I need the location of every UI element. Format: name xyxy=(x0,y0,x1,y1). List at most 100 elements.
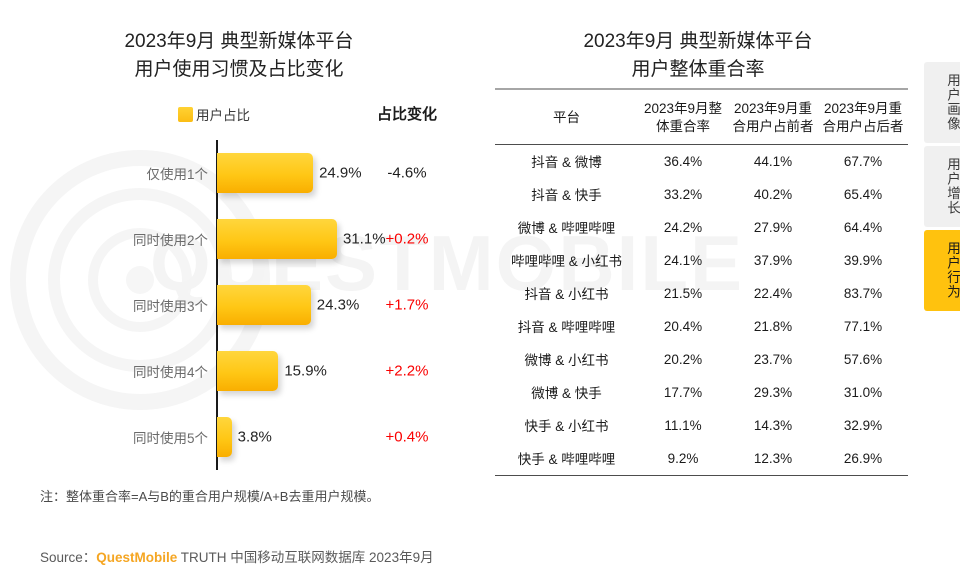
bar-value-label: 24.3% xyxy=(316,296,360,314)
cell-share-of-former: 40.2% xyxy=(753,186,793,202)
legend-user-share: 用户占比 xyxy=(178,104,250,124)
change-value: +1.7% xyxy=(385,296,429,314)
chart-row: 同时使用4个 15.9% +2.2% xyxy=(0,338,478,404)
cell-platform: 微博 & 哔哩哔哩 xyxy=(517,221,616,237)
overlap-rate-table: 平台 2023年9月整体重合率 2023年9月重合用户占前者 2023年9月重合… xyxy=(495,87,908,476)
left-title-line2: 用户使用习惯及占比变化 xyxy=(134,58,344,80)
bar-value-label: 24.9% xyxy=(319,164,362,182)
bar xyxy=(217,351,279,391)
source-prefix: Source： xyxy=(40,550,97,565)
left-panel-title: 2023年9月 典型新媒体平台 用户使用习惯及占比变化 xyxy=(0,0,478,83)
cell-overall-rate: 24.2% xyxy=(663,219,703,235)
table-row: 微博 & 哔哩哔哩 24.2% 27.9% 64.4% xyxy=(495,211,908,244)
table-header-latter: 2023年9月重合用户占后者 xyxy=(818,87,908,145)
cell-share-of-latter: 65.4% xyxy=(843,186,883,202)
cell-share-of-latter: 67.7% xyxy=(843,153,883,169)
cell-platform: 抖音 & 快手 xyxy=(531,188,602,204)
cell-platform: 微博 & 快手 xyxy=(531,386,602,402)
cell-platform: 快手 & 哔哩哔哩 xyxy=(495,441,638,476)
table-row: 抖音 & 快手 33.2% 40.2% 65.4% xyxy=(495,178,908,211)
category-label: 同时使用2个 xyxy=(132,233,208,248)
table-row: 哔哩哔哩 & 小红书 24.1% 37.9% 39.9% xyxy=(495,244,908,277)
table-row: 快手 & 小红书 11.1% 14.3% 32.9% xyxy=(495,409,908,442)
bar-chart: 仅使用1个 24.9% -4.6% 同时使用2个 31.1% +0.2% 同时使用3个 24.… xyxy=(0,140,478,470)
side-tab-1[interactable]: 用户画像 xyxy=(924,62,960,143)
right-panel-title: 2023年9月 典型新媒体平台 用户整体重合率 xyxy=(478,0,918,83)
cell-share-of-former: 22.4% xyxy=(753,285,793,301)
chart-row: 同时使用5个 3.8% +0.4% xyxy=(0,404,478,470)
cell-share-of-latter: 31.0% xyxy=(843,384,883,400)
table-row: 抖音 & 小红书 21.5% 22.4% 83.7% xyxy=(495,277,908,310)
table-head: 平台 2023年9月整体重合率 2023年9月重合用户占前者 2023年9月重合… xyxy=(495,87,908,145)
left-chart-panel: 2023年9月 典型新媒体平台 用户使用习惯及占比变化 用户占比 占比变化 仅使… xyxy=(0,0,478,500)
cell-share-of-former: 29.3% xyxy=(753,384,793,400)
cell-share-of-latter: 32.9% xyxy=(843,417,883,433)
chart-legend-row: 用户占比 占比变化 xyxy=(0,100,478,126)
category-label: 同时使用4个 xyxy=(132,365,208,380)
change-column-header: 占比变化 xyxy=(376,106,437,123)
cell-share-of-latter: 83.7% xyxy=(843,285,883,301)
bar xyxy=(217,285,311,325)
cell-platform: 抖音 & 微博 xyxy=(531,155,602,171)
cell-share-of-former: 44.1% xyxy=(753,153,793,169)
bar xyxy=(217,417,232,457)
bar xyxy=(217,219,337,259)
table-header-row: 平台 2023年9月整体重合率 2023年9月重合用户占前者 2023年9月重合… xyxy=(495,87,908,145)
chart-row: 同时使用3个 24.3% +1.7% xyxy=(0,272,478,338)
bar-value-label: 31.1% xyxy=(343,230,386,248)
cell-overall-rate: 33.2% xyxy=(663,186,703,202)
change-value: +2.2% xyxy=(385,362,429,380)
legend-swatch-icon xyxy=(178,106,193,122)
source-suffix: TRUTH 中国移动互联网数据库 2023年9月 xyxy=(177,550,434,565)
bar-value-label: 3.8% xyxy=(237,428,272,446)
category-label: 同时使用5个 xyxy=(132,431,208,446)
change-value: -4.6% xyxy=(387,164,427,182)
cell-overall-rate: 21.5% xyxy=(663,285,703,301)
cell-overall-rate: 20.2% xyxy=(663,351,703,367)
footnote: 注：整体重合率=A与B的重合用户规模/A+B去重用户规模。 xyxy=(40,489,380,504)
chart-row: 仅使用1个 24.9% -4.6% xyxy=(0,140,478,206)
side-tab-nav: 用户画像 用户增长 用户行为 xyxy=(924,62,960,314)
right-title-line2: 用户整体重合率 xyxy=(631,58,765,80)
bar xyxy=(217,153,314,193)
cell-share-of-former: 21.8% xyxy=(753,318,793,334)
category-label: 仅使用1个 xyxy=(146,167,208,182)
cell-share-of-former: 37.9% xyxy=(753,252,793,268)
table-row: 微博 & 小红书 20.2% 23.7% 57.6% xyxy=(495,343,908,376)
cell-platform: 抖音 & 哔哩哔哩 xyxy=(517,320,616,336)
cell-overall-rate: 36.4% xyxy=(663,153,703,169)
table-body: 抖音 & 微博 36.4% 44.1% 67.7% 抖音 & 快手 33.2% 40.2% 6… xyxy=(495,144,908,476)
table-header-overall: 2023年9月整体重合率 xyxy=(638,87,728,145)
table-row: 抖音 & 哔哩哔哩 20.4% 21.8% 77.1% xyxy=(495,310,908,343)
legend-label: 用户占比 xyxy=(196,108,250,123)
cell-platform: 哔哩哔哩 & 小红书 xyxy=(510,254,622,270)
category-label: 同时使用3个 xyxy=(132,299,208,314)
right-title-line1: 2023年9月 典型新媒体平台 xyxy=(583,31,813,52)
cell-overall-rate: 11.1% xyxy=(664,417,702,433)
cell-share-of-former: 27.9% xyxy=(753,219,793,235)
left-title-line1: 2023年9月 典型新媒体平台 xyxy=(124,31,354,52)
chart-row: 同时使用2个 31.1% +0.2% xyxy=(0,206,478,272)
cell-share-of-latter: 39.9% xyxy=(843,252,883,268)
cell-share-of-latter: 57.6% xyxy=(843,351,883,367)
overlap-table-wrapper: 平台 2023年9月整体重合率 2023年9月重合用户占前者 2023年9月重合… xyxy=(495,87,908,476)
table-header-former: 2023年9月重合用户占前者 xyxy=(728,87,818,145)
change-value: +0.4% xyxy=(385,428,429,446)
cell-overall-rate: 20.4% xyxy=(663,318,703,334)
cell-share-of-former: 14.3% xyxy=(753,417,793,433)
table-row: 抖音 & 微博 36.4% 44.1% 67.7% xyxy=(495,144,908,178)
change-value: +0.2% xyxy=(385,230,429,248)
cell-overall-rate: 17.7% xyxy=(663,384,703,400)
cell-platform: 快手 & 小红书 xyxy=(524,419,609,435)
cell-share-of-latter: 64.4% xyxy=(843,219,883,235)
side-tab-3[interactable]: 用户行为 xyxy=(924,230,960,311)
side-tab-2[interactable]: 用户增长 xyxy=(924,146,960,227)
cell-share-of-latter: 77.1% xyxy=(843,318,883,334)
chart-axis-line xyxy=(216,140,218,470)
bar-value-label: 15.9% xyxy=(284,362,327,380)
source-brand: QuestMobile xyxy=(96,550,178,565)
cell-share-of-latter: 26.9% xyxy=(818,441,908,476)
table-row: 微博 & 快手 17.7% 29.3% 31.0% xyxy=(495,376,908,409)
cell-overall-rate: 9.2% xyxy=(638,441,728,476)
